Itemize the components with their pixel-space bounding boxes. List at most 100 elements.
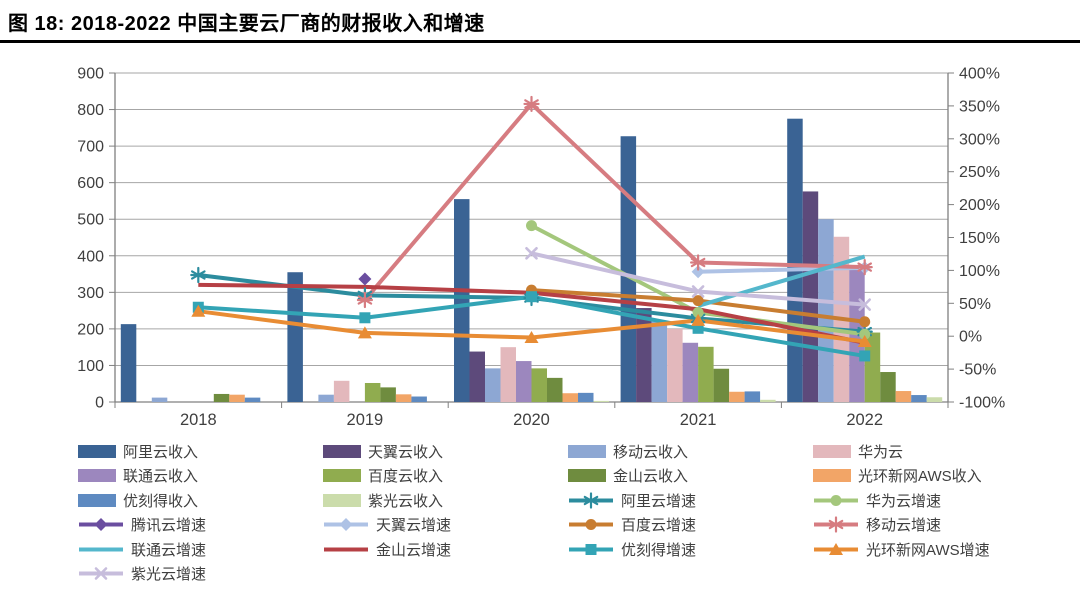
marker-diamond bbox=[691, 265, 705, 279]
legend-swatch-bar bbox=[568, 469, 606, 482]
marker-triangle bbox=[829, 542, 843, 555]
bar bbox=[395, 394, 412, 402]
bar bbox=[729, 391, 745, 402]
left-axis-tick-label: 300 bbox=[77, 285, 104, 302]
bar bbox=[667, 328, 683, 402]
right-axis-tick-label: 100% bbox=[959, 263, 1000, 280]
legend-swatch-line bbox=[324, 518, 368, 531]
left-axis-tick-label: 700 bbox=[77, 139, 104, 156]
bar bbox=[636, 308, 652, 402]
x-axis-label: 2018 bbox=[180, 411, 217, 429]
marker-diamond bbox=[358, 272, 372, 286]
bar bbox=[651, 321, 668, 402]
legend-swatch-bar bbox=[78, 469, 116, 482]
legend-swatch-bar bbox=[568, 444, 606, 458]
legend-swatch-line bbox=[79, 567, 123, 580]
legend-item: 阿里云收入 bbox=[78, 441, 323, 461]
legend-item: 移动云增速 bbox=[813, 515, 1080, 535]
x-axis-label: 2022 bbox=[846, 411, 883, 429]
legend-swatch-bar bbox=[813, 444, 851, 458]
bar bbox=[818, 219, 834, 402]
bar bbox=[516, 361, 532, 402]
legend-label: 优刻得增速 bbox=[621, 541, 697, 559]
legend-swatch-bar bbox=[323, 444, 361, 458]
legend-swatch-line bbox=[814, 494, 858, 506]
right-axis-tick-label: -100% bbox=[959, 395, 1005, 412]
bar bbox=[760, 399, 776, 402]
marker-triangle bbox=[191, 304, 206, 317]
x-axis-label: 2021 bbox=[680, 411, 717, 429]
marker-circle bbox=[859, 328, 871, 340]
left-axis-tick-label: 100 bbox=[77, 358, 104, 375]
bar bbox=[744, 391, 761, 402]
legend-label: 紫光云增速 bbox=[131, 566, 207, 583]
bar bbox=[864, 332, 881, 402]
legend-label: 天翼云收入 bbox=[368, 443, 444, 461]
legend-label: 光环新网AWS收入 bbox=[858, 468, 982, 485]
legend-label: 优刻得收入 bbox=[123, 492, 199, 510]
bar bbox=[244, 397, 261, 402]
marker-asterisk bbox=[582, 491, 600, 509]
legend-label: 联通云收入 bbox=[123, 468, 199, 485]
right-axis-tick-label: 400% bbox=[959, 66, 1000, 83]
title-underline bbox=[0, 40, 1080, 43]
marker-triangle bbox=[857, 334, 872, 347]
legend-item: 移动云收入 bbox=[568, 441, 813, 461]
right-axis-tick-label: 50% bbox=[959, 296, 991, 313]
marker-diamond bbox=[339, 518, 353, 531]
legend-swatch-bar bbox=[78, 493, 116, 507]
marker-circle bbox=[692, 295, 704, 307]
right-axis-tick-label: -50% bbox=[959, 362, 996, 379]
legend-swatch-line bbox=[569, 543, 613, 555]
line-series bbox=[698, 265, 865, 274]
bar bbox=[802, 191, 819, 402]
legend-item: 华为云 bbox=[813, 441, 1080, 461]
marker-asterisk bbox=[689, 254, 707, 271]
marker-asterisk bbox=[523, 95, 540, 113]
legend-label: 腾讯云增速 bbox=[131, 517, 207, 534]
legend-label: 华为云增速 bbox=[866, 492, 942, 510]
left-axis-tick-label: 500 bbox=[77, 212, 104, 229]
legend-swatch-line bbox=[79, 547, 123, 551]
legend-item: 光环新网AWS增速 bbox=[813, 539, 1080, 559]
bar bbox=[926, 397, 943, 402]
right-axis-tick-label: 0% bbox=[959, 329, 982, 346]
legend-swatch-line bbox=[569, 491, 613, 509]
legend-item: 阿里云增速 bbox=[568, 490, 813, 510]
left-axis-tick-label: 900 bbox=[77, 66, 104, 83]
chart-legend: 阿里云收入 天翼云收入 移动云收入 华为云 联通云收入 百度云收入 金山云收入 光环新网AWS… bbox=[0, 441, 1080, 584]
legend-label: 联通云增速 bbox=[131, 541, 207, 559]
marker-x bbox=[525, 246, 538, 260]
right-axis-tick-label: 150% bbox=[959, 230, 1000, 247]
bar bbox=[911, 395, 927, 402]
legend-item: 优刻得收入 bbox=[78, 490, 323, 510]
bar bbox=[229, 394, 245, 402]
legend-label: 阿里云收入 bbox=[123, 443, 199, 461]
legend-item: 百度云收入 bbox=[323, 466, 568, 486]
legend-label: 金山云收入 bbox=[613, 468, 689, 485]
marker-x bbox=[858, 298, 872, 311]
marker-circle bbox=[585, 519, 597, 530]
legend-item: 优刻得增速 bbox=[568, 539, 813, 559]
bar bbox=[895, 391, 912, 402]
bar bbox=[364, 382, 381, 402]
marker-triangle bbox=[691, 313, 706, 326]
marker-square bbox=[585, 543, 597, 555]
marker-asterisk bbox=[856, 259, 873, 276]
bar bbox=[531, 368, 547, 402]
marker-x bbox=[691, 285, 705, 298]
bar bbox=[787, 118, 803, 402]
marker-x bbox=[94, 567, 108, 580]
marker-circle bbox=[830, 494, 842, 506]
bar bbox=[547, 377, 563, 402]
marker-square bbox=[692, 322, 704, 334]
marker-asterisk bbox=[190, 266, 207, 284]
legend-item: 金山云增速 bbox=[323, 539, 568, 559]
right-axis-tick-label: 200% bbox=[959, 197, 1000, 214]
bar bbox=[500, 347, 516, 402]
legend-swatch-line bbox=[324, 547, 368, 551]
line-series bbox=[697, 254, 866, 308]
legend-label: 光环新网AWS增速 bbox=[866, 541, 990, 559]
marker-circle bbox=[859, 316, 871, 328]
